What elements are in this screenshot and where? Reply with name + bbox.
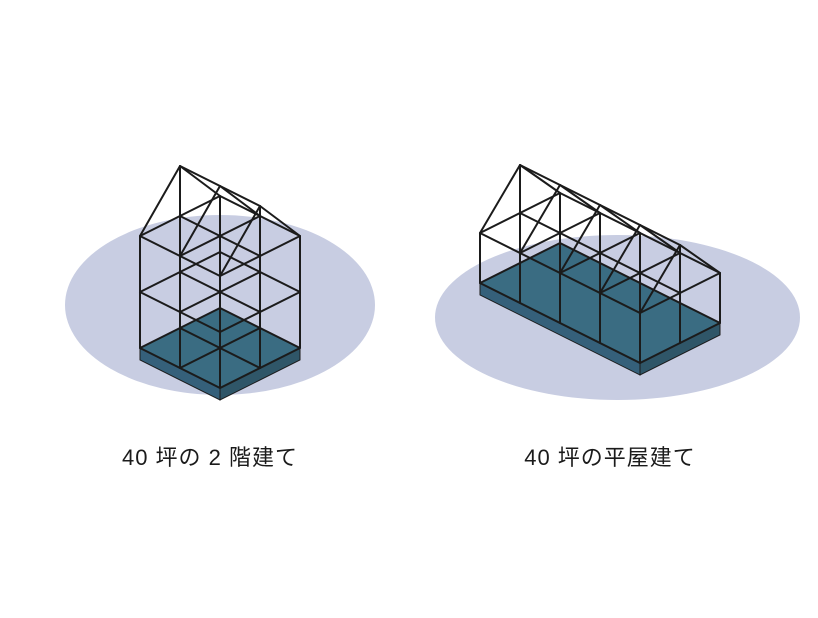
- house-single-story: [450, 145, 810, 405]
- diagram-stage: 40 坪の 2 階建て: [0, 0, 818, 618]
- caption-single-story: 40 坪の平屋建て: [410, 440, 810, 472]
- panel-single-story: 40 坪の平屋建て: [410, 0, 810, 618]
- panel-two-story: 40 坪の 2 階建て: [10, 0, 410, 618]
- house-two-story: [100, 100, 340, 400]
- caption-two-story: 40 坪の 2 階建て: [10, 440, 410, 472]
